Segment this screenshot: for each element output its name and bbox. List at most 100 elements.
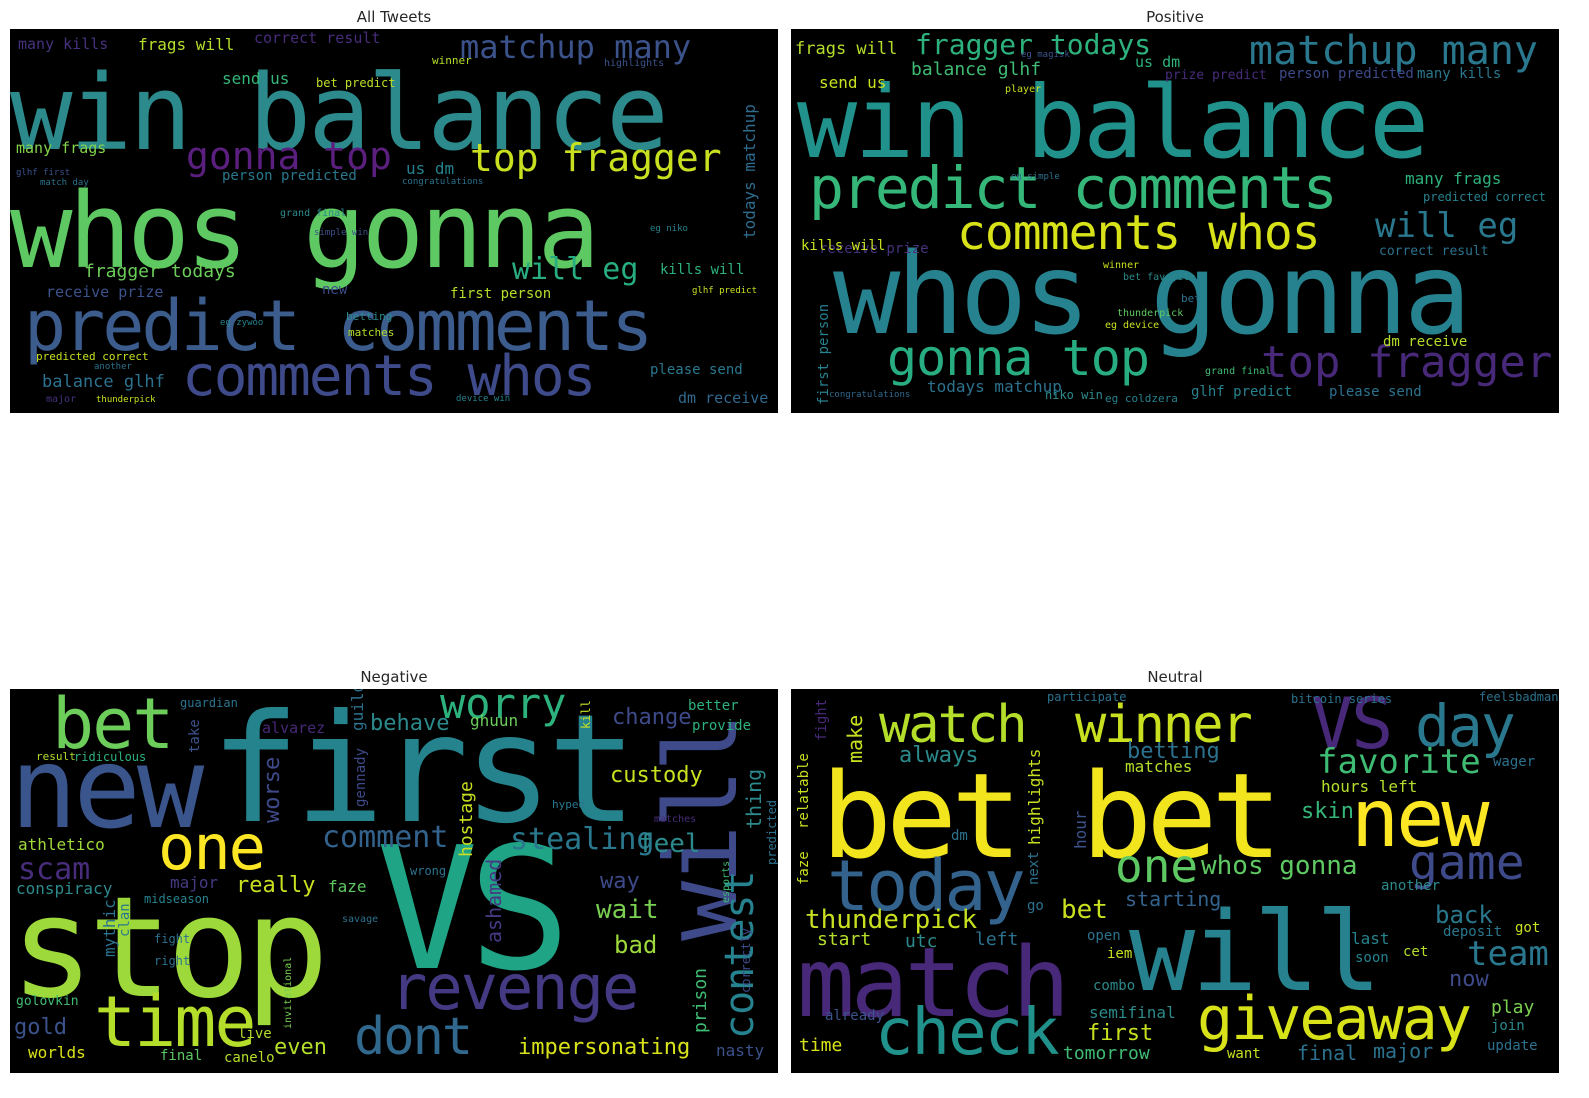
word: right (154, 954, 191, 968)
word: congratulations (402, 177, 484, 187)
word: iem (1107, 946, 1133, 962)
word: glhf first (16, 168, 71, 178)
word: predicted correct (36, 350, 149, 363)
word: feelsbadman (1479, 690, 1559, 704)
word: check (875, 996, 1060, 1070)
word: major (170, 873, 219, 892)
word: whos gonna (833, 230, 1471, 360)
word: frags will (795, 39, 898, 59)
word: gonna top (887, 329, 1150, 387)
word: ashamed (482, 858, 506, 943)
word: betting (346, 310, 393, 323)
word: bet (1181, 292, 1201, 305)
word: match day (40, 178, 89, 188)
word: major (1373, 1039, 1434, 1063)
word: bet (1061, 895, 1108, 925)
word: predict comments (24, 285, 653, 367)
word: wager (1493, 754, 1536, 770)
word: bet predict (316, 76, 396, 90)
word: ghuun (470, 711, 519, 730)
word: niko win (1045, 388, 1103, 402)
word: custody (610, 763, 703, 788)
word: hour (1071, 810, 1090, 849)
wordcloud-all-tweets: win balance whos gonna predict comments … (10, 29, 778, 413)
word: kills will (801, 238, 886, 254)
word: matches (348, 326, 395, 339)
word: major (46, 394, 77, 405)
word: wrong (410, 864, 447, 878)
word: giveaway (1197, 984, 1472, 1054)
word: scam (18, 852, 91, 887)
word: guardian (180, 696, 238, 710)
word: top fragger (470, 136, 722, 180)
word: matchup many (1249, 29, 1538, 74)
word: utc (905, 931, 938, 952)
word: eg simple (1011, 172, 1060, 182)
word: prison (690, 967, 711, 1033)
word: semifinal (1089, 1003, 1176, 1022)
word: comments whos (957, 205, 1321, 261)
word: today (827, 845, 1026, 927)
word: predict comments (809, 154, 1338, 222)
word: wait (596, 895, 659, 925)
word: worse (260, 756, 285, 823)
word: thunderpick (1117, 308, 1184, 319)
panel-title-negative: Negative (360, 668, 428, 686)
word: one (158, 811, 266, 884)
word: correctly (739, 927, 753, 993)
word: betting (1127, 739, 1220, 764)
word: VS (376, 811, 571, 1009)
word: cet (1403, 944, 1429, 960)
word: stealing (510, 822, 655, 857)
word: esports (721, 860, 732, 903)
word: kill (579, 700, 593, 729)
word: whos gonna (1201, 851, 1358, 881)
word: provide (692, 718, 752, 734)
word: receive prize (819, 241, 929, 257)
word: send us (222, 69, 290, 88)
word: got (1515, 920, 1541, 936)
word: fight (814, 698, 830, 741)
word: participate (1047, 690, 1127, 704)
word: predicted (765, 799, 778, 865)
word: game (1409, 835, 1525, 891)
word: win balance (10, 52, 669, 174)
word: gonna top (186, 134, 392, 178)
word: team (1467, 934, 1549, 974)
word: eg magisk (1021, 50, 1070, 60)
word: deposit (1443, 924, 1503, 940)
word: send us (819, 73, 887, 92)
word: thing (742, 768, 766, 829)
word: final (1297, 1041, 1358, 1065)
word: bad (614, 931, 658, 959)
word: many kills (1417, 66, 1502, 82)
word: thunderpick (96, 395, 156, 405)
word: behave (370, 711, 450, 736)
word: worry (440, 689, 567, 728)
word: make (843, 714, 867, 763)
word: better (688, 698, 739, 714)
word: go (1027, 898, 1044, 914)
word: new (10, 724, 204, 854)
panel-title-positive: Positive (1146, 8, 1204, 26)
word: soon (1355, 950, 1389, 966)
word: grand final (1205, 366, 1272, 377)
word: us dm (406, 159, 455, 178)
word: many frags (16, 139, 107, 157)
word: play (1491, 997, 1535, 1018)
word: guild (348, 689, 367, 731)
word: device win (456, 394, 511, 404)
word: watch (879, 695, 1028, 755)
word: correct result (1379, 244, 1489, 259)
word: another (1381, 878, 1441, 894)
word: bitcoin series (1291, 692, 1393, 706)
word: athletico (18, 835, 105, 854)
word: comments whos (182, 344, 596, 409)
word: relatable (796, 753, 812, 829)
word: worlds (28, 1043, 86, 1062)
panel-title-all-tweets: All Tweets (356, 8, 432, 26)
word: savage (342, 914, 379, 925)
word: eg coldzera (1105, 392, 1178, 405)
word: left (975, 929, 1019, 950)
word: dont (354, 1007, 473, 1067)
